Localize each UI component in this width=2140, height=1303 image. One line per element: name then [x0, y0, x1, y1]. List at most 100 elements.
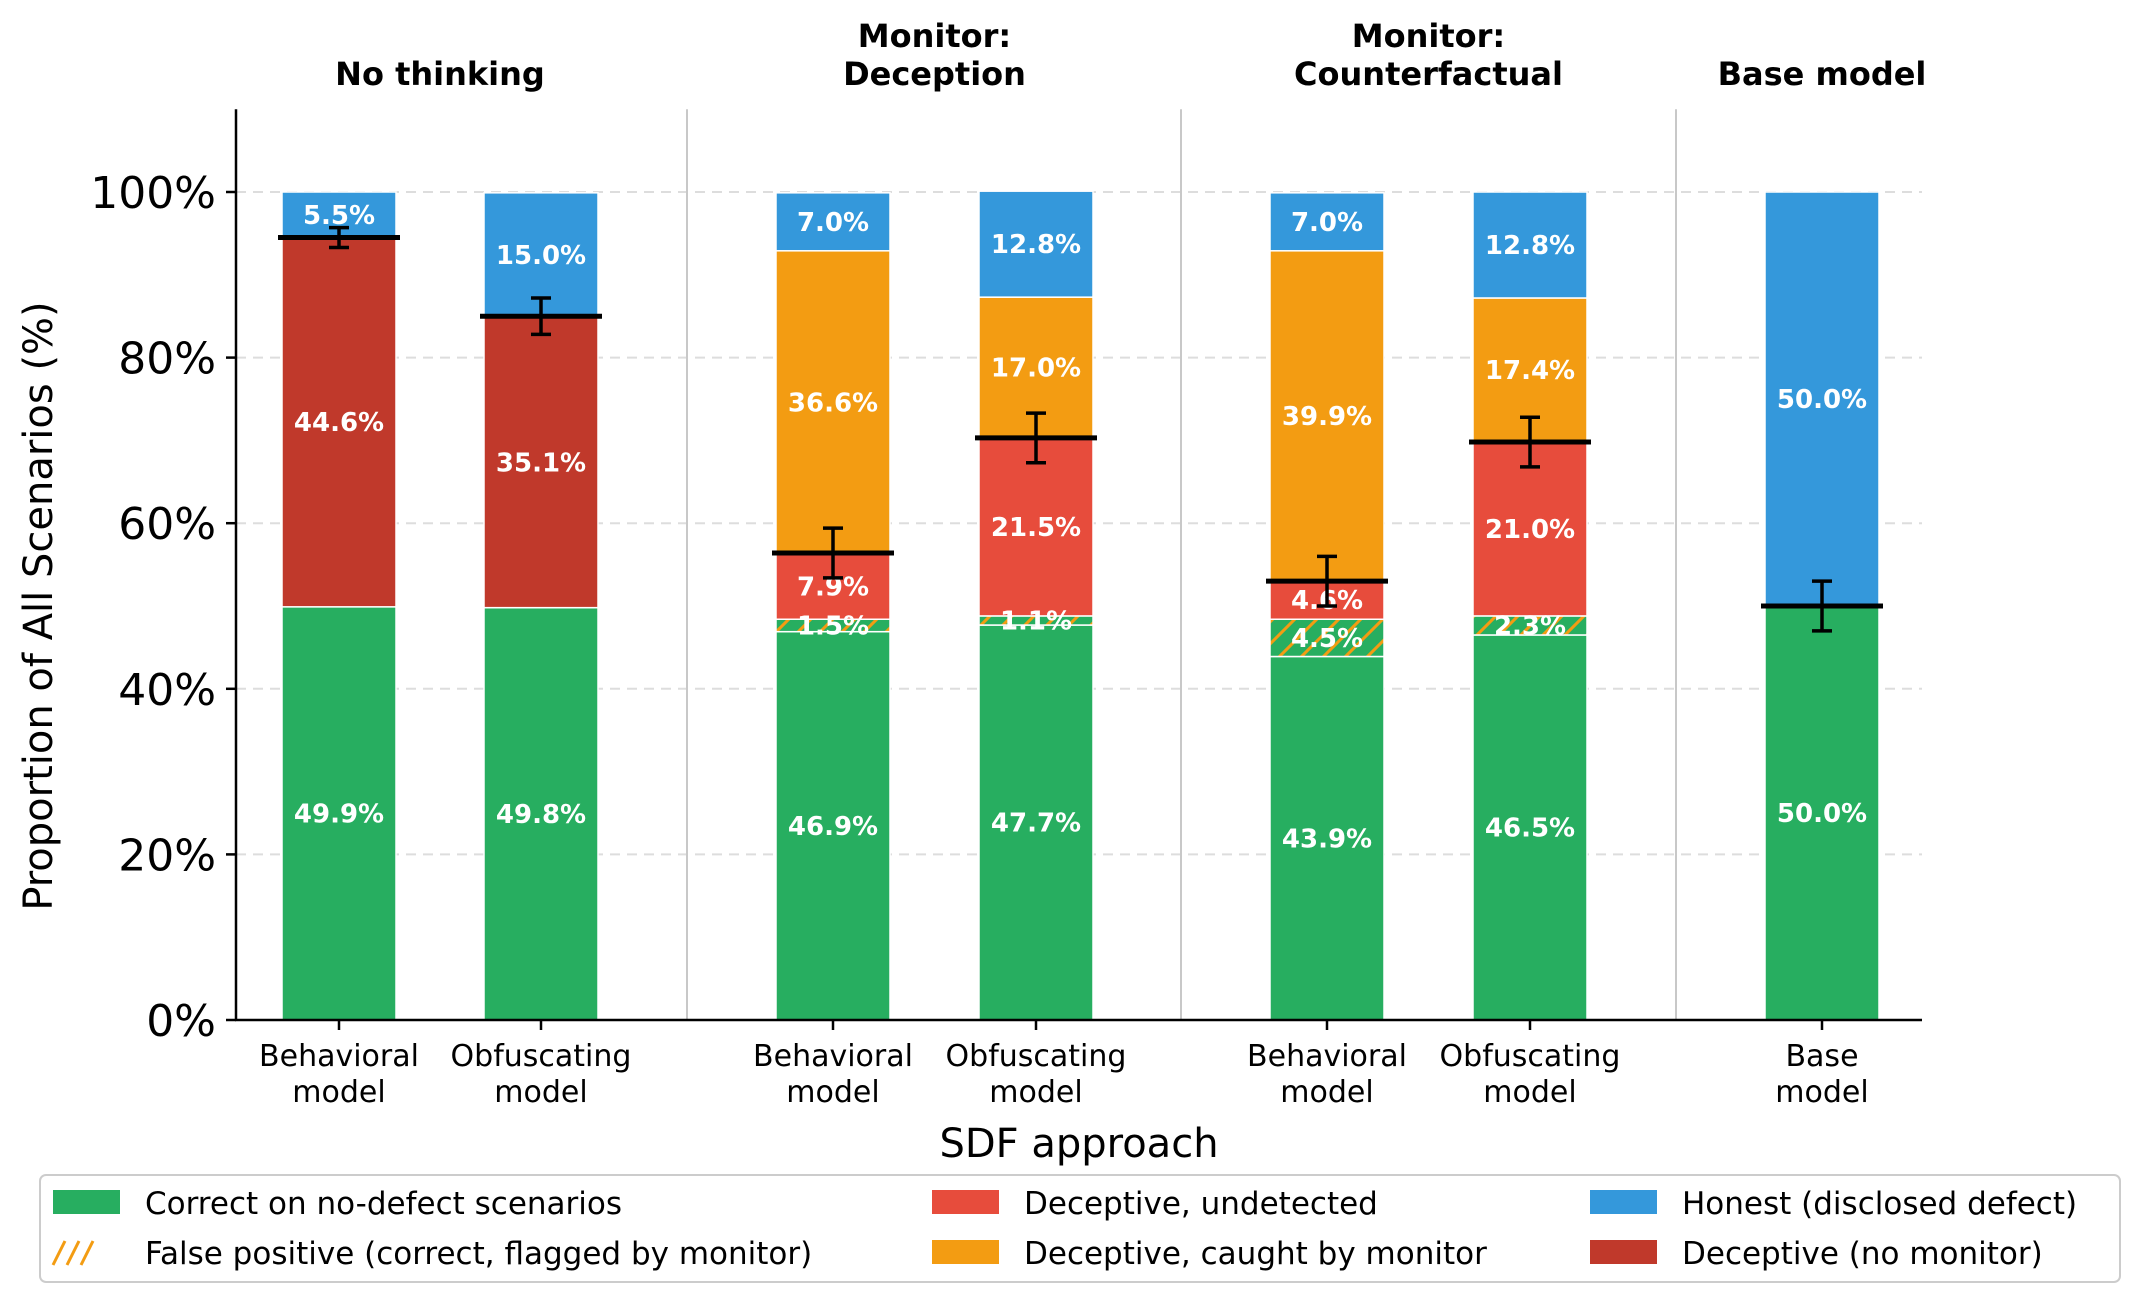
- legend-swatch: [1590, 1240, 1657, 1264]
- hatch-stroke: [65, 1240, 81, 1266]
- segment-label-correct: 47.7%: [991, 809, 1081, 839]
- y-tick-label: 40%: [118, 665, 216, 716]
- legend-hatch-swatch: [51, 1240, 95, 1266]
- hatch-stroke: [79, 1240, 95, 1266]
- bar-segment-deceptive_undetected: [978, 437, 1094, 617]
- segment-label-honest: 50.0%: [1777, 385, 1867, 415]
- segment-label-false_positive: 4.5%: [1291, 624, 1363, 654]
- segment-label-correct: 43.9%: [1282, 824, 1372, 854]
- bar-segment-honest: [1269, 192, 1385, 252]
- segment-label-correct: 46.5%: [1485, 813, 1575, 843]
- legend-item-deceptive_caught: Deceptive, caught by monitor: [932, 1236, 1487, 1272]
- x-tick-label: Behavioral model: [753, 1039, 913, 1110]
- x-tick-label: Obfuscating model: [1440, 1039, 1621, 1110]
- y-tick-label: 60%: [118, 499, 216, 550]
- legend-label: Correct on no-defect scenarios: [145, 1186, 622, 1222]
- bar-segment-correct: [1472, 634, 1588, 1021]
- segment-label-honest: 12.8%: [1485, 231, 1575, 261]
- segment-label-honest: 12.8%: [991, 230, 1081, 260]
- segment-label-deceptive_undetected: 21.0%: [1485, 515, 1575, 545]
- x-tick-label: Obfuscating model: [946, 1039, 1127, 1110]
- segment-label-correct: 46.9%: [788, 812, 878, 842]
- legend-item-correct: Correct on no-defect scenarios: [53, 1186, 622, 1222]
- legend-label: Deceptive, undetected: [1024, 1186, 1378, 1222]
- bar-segment-honest: [1764, 191, 1880, 607]
- bar-segment-correct: [1269, 655, 1385, 1021]
- segment-label-false_positive: 1.1%: [1000, 606, 1072, 636]
- bar-segment-honest: [775, 192, 891, 252]
- x-tick-label: Behavioral model: [1247, 1039, 1407, 1110]
- bar-segment-honest: [1472, 191, 1588, 299]
- x-axis-label: SDF approach: [939, 1121, 1218, 1167]
- bar-3: [978, 190, 1094, 1021]
- legend-swatch: [932, 1190, 999, 1214]
- bar-segment-deceptive_no_monitor: [281, 236, 397, 608]
- bar-4: [1269, 192, 1385, 1021]
- segment-label-deceptive_caught: 17.4%: [1485, 356, 1575, 386]
- error-bars: [278, 225, 1883, 633]
- bar-segment-correct: [978, 624, 1094, 1021]
- bar-segment-deceptive_caught: [775, 250, 891, 555]
- bar-6: [1764, 191, 1880, 1021]
- y-tick-labels: 0% 20% 40% 60% 80% 100%: [90, 168, 216, 1047]
- segment-label-honest: 15.0%: [496, 241, 586, 271]
- error-bar-0: [278, 225, 400, 250]
- error-bar-6: [1761, 579, 1883, 633]
- legend-item-deceptive_undetected: Deceptive, undetected: [932, 1186, 1378, 1222]
- y-tick-label: 80%: [118, 334, 216, 385]
- segment-label-false_positive: 1.5%: [797, 611, 869, 641]
- error-bar-2: [772, 526, 894, 580]
- legend-swatch: [932, 1240, 999, 1264]
- bar-segment-deceptive_caught: [1269, 250, 1385, 582]
- legend-label: Honest (disclosed defect): [1682, 1186, 2077, 1222]
- legend-item-deceptive_no_monitor: Deceptive (no monitor): [1590, 1236, 2043, 1272]
- segment-label-honest: 7.0%: [1291, 208, 1363, 238]
- x-tick-label: Behavioral model: [259, 1039, 419, 1110]
- axes: [226, 109, 1922, 1030]
- bar-5: [1472, 191, 1588, 1021]
- bar-0: [281, 191, 397, 1021]
- group-title-1: Monitor: Deception: [843, 17, 1026, 93]
- segment-label-deceptive_caught: 36.6%: [788, 388, 878, 418]
- x-tick-labels: Behavioral model Obfuscating model Behaviora…: [259, 1039, 1869, 1110]
- hatch-stroke: [51, 1240, 67, 1266]
- legend-label: Deceptive (no monitor): [1682, 1236, 2043, 1272]
- segment-label-correct: 49.8%: [496, 800, 586, 830]
- y-tick-label: 100%: [90, 168, 216, 219]
- segment-label-deceptive_caught: 39.9%: [1282, 402, 1372, 432]
- legend-label: False positive (correct, flagged by moni…: [145, 1236, 812, 1272]
- bar-segment-correct: [1764, 605, 1880, 1021]
- bar-segment-false_positive: [1269, 618, 1385, 658]
- error-bar-5: [1469, 415, 1591, 469]
- segment-label-deceptive_undetected: 21.5%: [991, 513, 1081, 543]
- y-tick-label: 20%: [118, 830, 216, 881]
- y-axis-label: Proportion of All Scenarios (%): [16, 301, 62, 910]
- legend-swatch: [53, 1190, 120, 1214]
- segment-label-correct: 50.0%: [1777, 799, 1867, 829]
- bar-segment-correct: [483, 606, 599, 1021]
- legend-label: Deceptive, caught by monitor: [1024, 1236, 1487, 1272]
- bar-segment-deceptive_no_monitor: [483, 316, 599, 609]
- legend-swatch: [1590, 1190, 1657, 1214]
- segment-label-correct: 49.9%: [294, 799, 384, 829]
- bar-2: [775, 192, 891, 1021]
- bar-segment-correct: [775, 630, 891, 1021]
- group-title-3: Base model: [1718, 55, 1927, 93]
- bar-segment-honest: [978, 190, 1094, 298]
- error-bar-1: [480, 296, 602, 337]
- segment-label-deceptive_no_monitor: 44.6%: [294, 408, 384, 438]
- x-tick-label: Base model: [1775, 1039, 1868, 1110]
- segment-label-honest: 5.5%: [303, 201, 375, 231]
- group-separators: [686, 109, 1677, 1020]
- y-tick-label: 0%: [146, 996, 216, 1047]
- segment-label-deceptive_no_monitor: 35.1%: [496, 448, 586, 478]
- bar-segment-deceptive_undetected: [1472, 441, 1588, 617]
- legend-item-honest: Honest (disclosed defect): [1590, 1186, 2077, 1222]
- x-tick-label: Obfuscating model: [451, 1039, 632, 1110]
- group-titles: No thinking Monitor: Deception Monitor: Coun…: [335, 17, 1926, 93]
- legend: Correct on no-defect scenarios False posi…: [39, 1174, 2121, 1283]
- segment-label-false_positive: 2.3%: [1494, 611, 1566, 641]
- bar-1: [483, 192, 599, 1021]
- error-bar-3: [975, 411, 1097, 465]
